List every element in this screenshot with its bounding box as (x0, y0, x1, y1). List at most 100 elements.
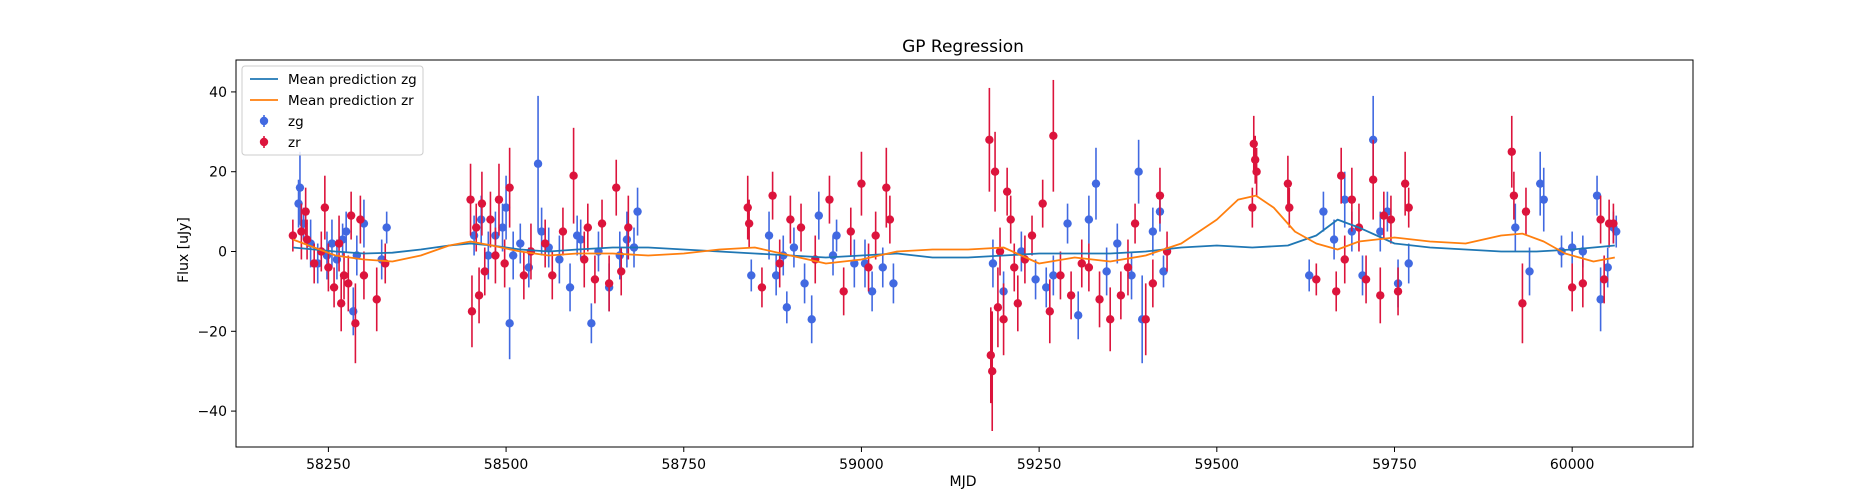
zg-point (1031, 275, 1040, 284)
zr-point (339, 271, 349, 280)
zg-point (501, 203, 511, 212)
zr-point (1084, 263, 1094, 272)
zr-point (580, 255, 589, 264)
chart-title: GP Regression (902, 37, 1024, 57)
zr-point (491, 251, 500, 260)
zg-point (1305, 271, 1314, 280)
zr-point (1249, 139, 1258, 148)
zr-point (1038, 199, 1047, 208)
legend-entry: zg (259, 114, 304, 130)
zr-point (993, 303, 1003, 312)
zr-point (329, 283, 339, 292)
zr-point (882, 183, 891, 192)
zr-point (1596, 215, 1605, 224)
zr-point (356, 215, 365, 224)
zr-point (999, 315, 1008, 324)
zr-point (320, 203, 330, 212)
zr-point (336, 299, 346, 308)
y-axis-label: Flux [uJy] (176, 217, 192, 283)
zr-point (1045, 307, 1054, 316)
x-tick-label: 58750 (661, 457, 706, 473)
zr-point (1312, 275, 1321, 284)
zr-point (885, 215, 895, 224)
y-tick-label: 0 (218, 245, 227, 261)
zg-point (1539, 195, 1548, 204)
zr-point (1507, 147, 1516, 156)
zg-point (1592, 191, 1602, 200)
zg-point (1134, 167, 1143, 176)
zr-point (1509, 191, 1519, 200)
zr-point (1010, 263, 1019, 272)
zg-point (1329, 235, 1339, 244)
x-tick-label: 59250 (1017, 457, 1062, 473)
zr-point (1248, 203, 1257, 212)
zr-point (757, 283, 767, 292)
zg-point (615, 251, 624, 260)
zr-point (1056, 271, 1065, 280)
zg-point (1525, 267, 1534, 276)
zr-point (494, 195, 504, 204)
zg-point (587, 319, 596, 328)
zr-point (1141, 315, 1150, 324)
zg-point (1091, 179, 1101, 188)
zr-point (871, 231, 880, 240)
zr-point (857, 179, 866, 188)
zg-point (1148, 227, 1158, 236)
x-tick-label: 58500 (484, 457, 529, 473)
zg-point (1159, 267, 1168, 276)
zr-point (301, 207, 310, 216)
zr-point (744, 219, 754, 228)
zr-point (624, 223, 633, 232)
axes-layer: 58250 58500 58750 59000 59250 59500 59750 60000… (197, 59, 1694, 473)
zg-point (505, 319, 514, 328)
zg-point (576, 235, 585, 244)
zg-point (295, 183, 305, 192)
zr-point (995, 247, 1005, 256)
zg-point (1127, 271, 1136, 280)
zg-point (878, 263, 887, 272)
legend-label: Mean prediction zr (288, 93, 414, 109)
zr-point (1283, 179, 1293, 188)
zg-point (555, 255, 564, 264)
y-tick-label: −20 (197, 324, 227, 340)
zg-point (508, 251, 518, 260)
y-tick-label: 40 (209, 85, 227, 101)
zr-point (474, 291, 484, 300)
zr-point (540, 239, 550, 248)
zr-point (1336, 171, 1346, 180)
zr-point (359, 271, 369, 280)
zg-point (341, 227, 351, 236)
zr-point (1013, 299, 1023, 308)
zg-point (1603, 263, 1612, 272)
zg-point (622, 235, 632, 244)
zr-point (558, 227, 568, 236)
zr-point (526, 247, 536, 256)
zr-point (505, 183, 514, 192)
zr-point (590, 275, 600, 284)
x-tick-label: 59500 (1195, 457, 1240, 473)
zr-point (839, 287, 848, 296)
zg-point (349, 307, 358, 316)
zr-point (825, 195, 834, 204)
zr-point (1578, 279, 1588, 288)
zr-point (346, 211, 356, 220)
zr-point (1404, 203, 1413, 212)
zr-point (1095, 295, 1104, 304)
zg-point (1340, 195, 1349, 204)
zr-point (344, 279, 353, 288)
zg-point (1596, 295, 1605, 304)
zr-point (288, 231, 298, 240)
zg-point (633, 207, 642, 216)
legend-entry: Mean prediction zg (250, 72, 417, 88)
zr-point (846, 227, 855, 236)
zg-point (771, 271, 781, 280)
zr-point (1006, 215, 1015, 224)
zr-point (548, 271, 557, 280)
zr-point (1521, 207, 1531, 216)
zr-point (864, 263, 873, 272)
zr-point (1002, 187, 1012, 196)
zg-point (498, 223, 507, 232)
zr-point (1252, 167, 1261, 176)
zg-point (484, 251, 493, 260)
zg-point (1049, 271, 1058, 280)
